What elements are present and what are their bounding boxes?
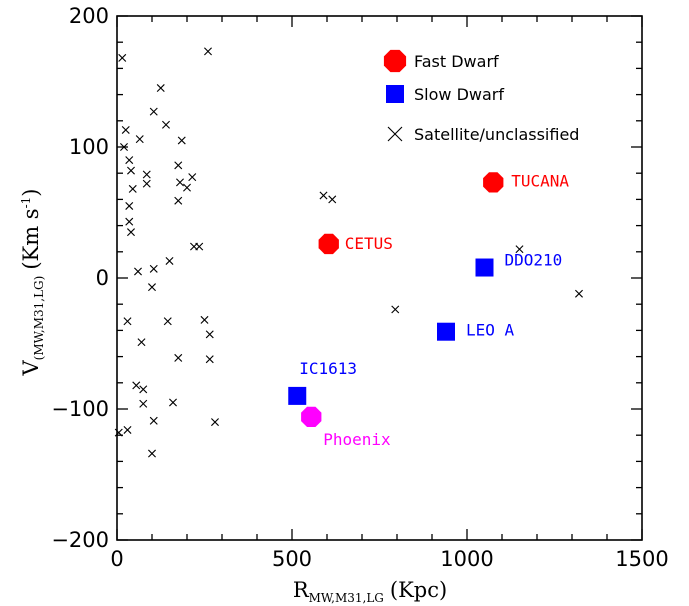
- cross-marker: [174, 161, 183, 170]
- cross-marker: [132, 381, 141, 390]
- cross-marker: [142, 179, 151, 188]
- cross-marker: [120, 143, 128, 151]
- cross-marker: [142, 170, 151, 179]
- cross-marker: [165, 256, 174, 265]
- cross-marker: [174, 196, 183, 205]
- point-label: CETUS: [345, 234, 393, 253]
- cross-marker: [328, 195, 337, 204]
- cross-marker: [125, 201, 134, 210]
- square-marker: [288, 386, 307, 405]
- cross-marker: [139, 385, 148, 394]
- cross-marker: [575, 289, 583, 298]
- y-axis-label-unit-close: ): [19, 189, 43, 197]
- y-tick-label: 100: [69, 135, 109, 159]
- cross-marker: [127, 228, 135, 237]
- cross-marker: [149, 416, 158, 425]
- data-points: [114, 47, 583, 458]
- y-tick-label: 200: [69, 4, 109, 28]
- legend-square-marker: [386, 85, 404, 103]
- cross-marker: [183, 183, 191, 192]
- point-label: DDO210: [505, 251, 563, 270]
- y-tick-label: 0: [96, 266, 109, 290]
- x-tick-label: 1500: [615, 547, 668, 571]
- square-marker: [437, 322, 455, 341]
- cross-marker: [174, 353, 183, 362]
- cross-marker: [128, 184, 137, 193]
- legend-label: Slow Dwarf: [414, 85, 504, 104]
- cross-marker: [149, 264, 158, 273]
- cross-marker: [148, 449, 156, 458]
- y-axis-label-unit: (Km s: [19, 208, 43, 269]
- x-tick-label: 500: [272, 547, 312, 571]
- cross-marker: [139, 399, 148, 408]
- legend-octagon-marker: [383, 49, 407, 73]
- y-axis-label-symbol: V: [19, 359, 43, 376]
- plot-frame: [116, 15, 643, 541]
- cross-marker: [200, 315, 209, 324]
- cross-marker: [125, 217, 134, 226]
- cross-marker: [176, 178, 184, 187]
- x-tick-label: 0: [110, 547, 123, 571]
- cross-marker: [169, 398, 177, 407]
- point-labels: CETUS TUCANA IC1613 LEO A DDO210 Phoenix: [299, 171, 569, 448]
- point-label: IC1613: [299, 359, 357, 378]
- y-axis-label: V(MW,M31,LG) (Km s-1): [19, 189, 46, 377]
- cross-marker: [123, 317, 132, 326]
- point-label: Phoenix: [323, 430, 391, 449]
- cross-marker: [205, 355, 214, 364]
- cross-marker: [125, 156, 134, 165]
- cross-marker: [135, 135, 144, 144]
- cross-marker: [156, 84, 165, 93]
- x-axis-label-subscript: MW,M31,LG: [309, 591, 384, 605]
- x-axis-label: RMW,M31,LG (Kpc): [293, 578, 447, 605]
- legend-cross-marker: [387, 126, 403, 142]
- cross-marker: [162, 120, 170, 129]
- x-tick-label: 1000: [440, 547, 493, 571]
- y-axis-label-unit-superscript: -1: [19, 197, 33, 209]
- legend-label: Fast Dwarf: [414, 52, 499, 71]
- cross-marker: [188, 173, 197, 182]
- octagon-marker: [318, 233, 339, 255]
- y-tick-label: −100: [51, 397, 109, 421]
- cross-marker: [121, 125, 130, 134]
- square-marker: [475, 258, 494, 277]
- cross-marker: [123, 425, 132, 434]
- x-axis-label-unit: (Kpc): [390, 578, 447, 602]
- cross-marker: [205, 330, 214, 339]
- point-label: LEO A: [466, 321, 515, 340]
- cross-marker: [391, 305, 400, 314]
- x-axis-label-symbol: R: [293, 578, 310, 602]
- cross-marker: [134, 267, 142, 276]
- cross-marker: [515, 245, 524, 254]
- cross-marker: [137, 338, 146, 347]
- cross-marker: [149, 107, 158, 116]
- legend-label: Satellite/unclassified: [414, 125, 579, 144]
- cross-marker: [148, 283, 156, 292]
- octagon-marker: [301, 406, 322, 428]
- cross-marker: [118, 53, 127, 62]
- cross-marker: [319, 191, 328, 200]
- cross-marker: [204, 47, 212, 56]
- plot-border: [116, 15, 643, 541]
- cross-marker: [127, 166, 135, 175]
- cross-marker: [177, 136, 186, 145]
- cross-marker: [195, 242, 204, 251]
- legend: Fast Dwarf Slow Dwarf Satellite/unclassifi…: [383, 49, 579, 144]
- octagon-marker: [483, 172, 504, 193]
- cross-marker: [163, 317, 172, 326]
- cross-marker: [114, 428, 123, 437]
- point-label: TUCANA: [511, 171, 569, 190]
- y-tick-label: −200: [51, 528, 109, 552]
- axis-ticks: 0 500 1000 1500 −200 −100 0 100 200: [51, 4, 668, 571]
- cross-marker: [211, 418, 219, 427]
- y-axis-label-subscript: (MW,M31,LG): [32, 276, 46, 361]
